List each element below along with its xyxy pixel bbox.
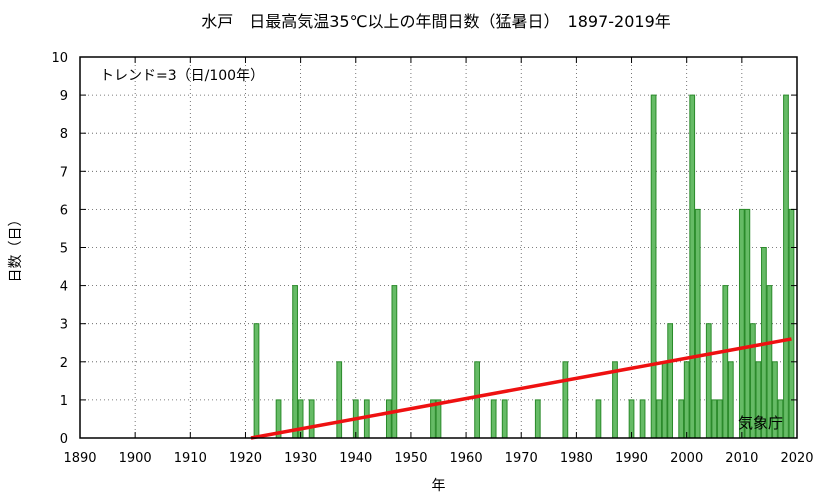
bar	[308, 399, 315, 439]
bar	[385, 399, 392, 439]
x-tick-label: 1970	[505, 451, 538, 466]
y-tick-label: 0	[60, 432, 68, 447]
x-tick-label: 1940	[339, 451, 372, 466]
bar	[336, 361, 343, 439]
bar	[694, 208, 701, 439]
y-axis: 0 1 2 3 4 5 6 7 8 9 10	[51, 51, 797, 447]
x-axis: 1890 1900 1910 1920 1930 1940 1950 1960 1970 1980…	[63, 57, 814, 466]
y-tick-label: 3	[60, 318, 68, 333]
bar	[474, 361, 480, 439]
x-tick-label: 2010	[725, 451, 758, 466]
bar	[650, 94, 657, 439]
y-tick-label: 2	[60, 356, 68, 371]
trend-label: トレンド=3（日/100年）	[100, 68, 264, 84]
credit-label: 気象庁	[738, 414, 783, 432]
bar	[705, 323, 712, 439]
bar	[689, 94, 696, 439]
bar	[595, 399, 602, 439]
x-tick-label: 1960	[450, 451, 483, 466]
x-tick-label: 1900	[119, 451, 152, 466]
bar	[639, 399, 646, 439]
bar	[661, 361, 668, 439]
y-axis-label: 日数（日）	[8, 213, 24, 283]
y-tick-label: 10	[51, 51, 68, 66]
chart-title: 水戸 日最高気温35℃以上の年間日数（猛暑日） 1897-2019年	[201, 12, 671, 31]
y-tick-label: 8	[60, 127, 68, 142]
y-tick-label: 4	[60, 280, 68, 295]
y-tick-label: 5	[60, 242, 68, 257]
bar	[363, 399, 370, 439]
y-tick-label: 1	[60, 394, 68, 409]
x-tick-label: 2000	[670, 451, 703, 466]
bar	[722, 285, 729, 439]
x-tick-label: 2020	[780, 451, 813, 466]
bar	[391, 285, 398, 439]
x-tick-label: 1920	[229, 451, 262, 466]
bar	[783, 94, 789, 439]
bar	[711, 399, 718, 439]
y-tick-label: 6	[60, 203, 68, 218]
y-tick-label: 7	[60, 165, 68, 180]
bar	[292, 285, 298, 439]
bar-series	[253, 94, 795, 439]
x-tick-label: 1930	[284, 451, 317, 466]
bar	[744, 208, 751, 439]
bar	[738, 208, 745, 439]
bar	[716, 399, 723, 439]
x-tick-label: 1910	[174, 451, 207, 466]
x-axis-label: 年	[432, 478, 446, 494]
bar	[656, 399, 662, 439]
bar	[501, 399, 508, 439]
bar	[562, 361, 569, 439]
bar	[534, 399, 541, 439]
bar	[490, 399, 497, 439]
bar	[678, 399, 685, 439]
bar	[727, 361, 734, 439]
bar	[253, 323, 260, 439]
x-tick-label: 1990	[615, 451, 648, 466]
x-tick-label: 1890	[63, 451, 96, 466]
x-tick-label: 1980	[560, 451, 593, 466]
x-tick-label: 1950	[394, 451, 427, 466]
y-tick-label: 9	[60, 89, 68, 104]
trend-line	[250, 337, 792, 440]
bar	[683, 361, 690, 439]
bar	[667, 323, 674, 439]
